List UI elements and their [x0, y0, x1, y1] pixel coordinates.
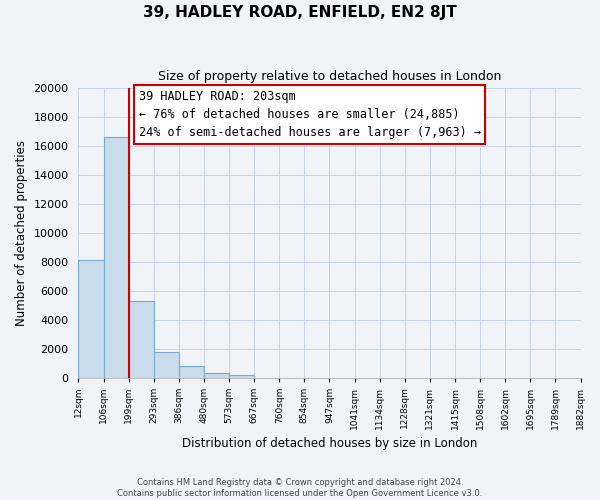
Y-axis label: Number of detached properties: Number of detached properties — [15, 140, 28, 326]
Bar — [79, 260, 104, 378]
Bar — [204, 373, 229, 378]
X-axis label: Distribution of detached houses by size in London: Distribution of detached houses by size … — [182, 437, 477, 450]
Text: Contains HM Land Registry data © Crown copyright and database right 2024.
Contai: Contains HM Land Registry data © Crown c… — [118, 478, 482, 498]
Bar — [104, 138, 128, 378]
Bar — [229, 374, 254, 378]
Text: 39 HADLEY ROAD: 203sqm
← 76% of detached houses are smaller (24,885)
24% of semi: 39 HADLEY ROAD: 203sqm ← 76% of detached… — [139, 90, 481, 139]
Text: 39, HADLEY ROAD, ENFIELD, EN2 8JT: 39, HADLEY ROAD, ENFIELD, EN2 8JT — [143, 5, 457, 20]
Bar — [179, 366, 204, 378]
Title: Size of property relative to detached houses in London: Size of property relative to detached ho… — [158, 70, 501, 83]
Bar — [154, 352, 179, 378]
Bar — [128, 301, 154, 378]
